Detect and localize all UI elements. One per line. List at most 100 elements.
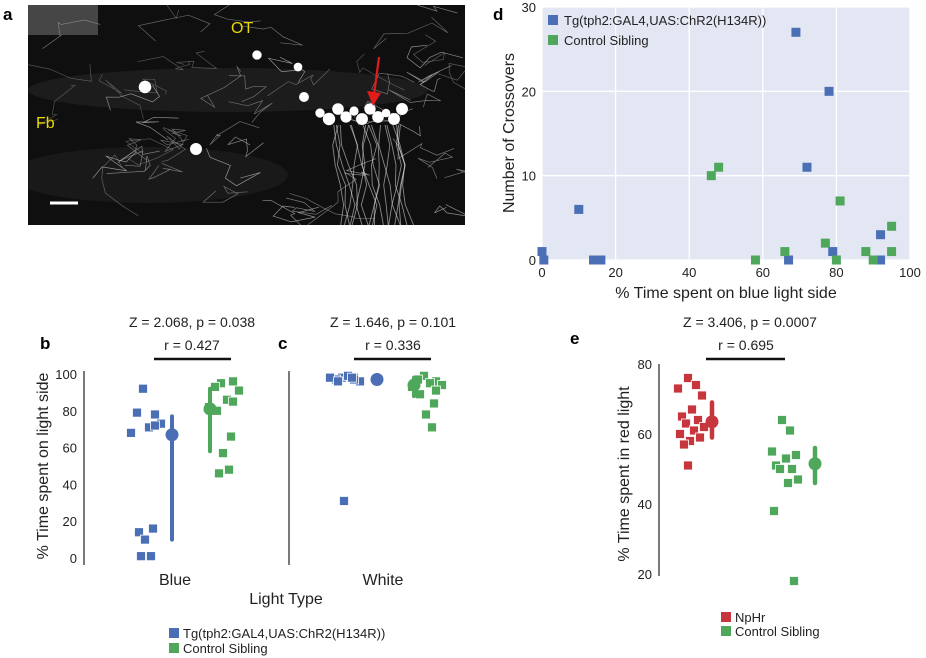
micrograph-fiber — [438, 62, 465, 90]
micrograph-fiber — [205, 148, 261, 187]
panel-d-x-tick-label: 60 — [756, 265, 770, 280]
micrograph-fiber — [168, 128, 186, 142]
panel-b-y-tick-label: 0 — [70, 551, 77, 566]
panel-b-control-point — [228, 396, 238, 407]
panel-c-category-label: White — [363, 572, 404, 589]
panel-d-point-blue — [876, 255, 886, 265]
panel-d-point-blue — [828, 247, 838, 257]
panel-d-x-tick-label: 100 — [899, 265, 921, 280]
micrograph-cell-body — [332, 103, 344, 115]
panel-e-nphr-point — [687, 404, 697, 415]
panel-b-tg-point — [136, 551, 146, 562]
panel-c-control-point — [425, 378, 435, 389]
panel-d-point-blue — [596, 255, 606, 265]
panel-e-nphr-point — [689, 425, 699, 436]
micrograph-projection — [343, 124, 359, 225]
micrograph-projection — [370, 124, 380, 225]
panel-e-y-tick-label: 40 — [638, 497, 652, 512]
micrograph-cell-body — [372, 111, 384, 123]
micrograph-fiber — [105, 85, 160, 111]
panel-d-legend: Tg(tph2:GAL4,UAS:ChR2(H134R)) Control Si… — [548, 13, 766, 48]
micrograph-fiber — [119, 145, 160, 167]
panel-e-nphr-point — [693, 415, 703, 425]
panel-bc-legend-label-tg: Tg(tph2:GAL4,UAS:ChR2(H134R)) — [183, 626, 385, 641]
micrograph-fiber — [227, 136, 264, 158]
panel-d-point-green — [714, 162, 724, 172]
micrograph-tract — [28, 147, 288, 203]
panel-d-point-blue — [589, 255, 599, 265]
micrograph-fiber — [417, 5, 458, 14]
panel-b-y-tick-label: 40 — [63, 477, 77, 492]
panel-e-legend-swatch-control — [721, 626, 731, 636]
micrograph-projection — [368, 124, 384, 225]
micrograph-fiber — [125, 138, 174, 166]
panel-b-control-point — [226, 431, 236, 442]
panel-b-control-point — [224, 464, 234, 475]
micrograph-projection — [388, 124, 402, 225]
panel-c-stats: Z = 1.646, p = 0.101 — [330, 314, 456, 330]
panel-bc-x-axis-label: Light Type — [249, 591, 323, 608]
panel-d-x-tick-label: 40 — [682, 265, 696, 280]
micrograph-fiber — [406, 44, 463, 69]
micrograph-fiber — [200, 65, 242, 108]
micrograph-fiber — [286, 197, 333, 215]
panel-b-tg-point — [150, 409, 160, 420]
micrograph-fiber — [160, 128, 189, 153]
panel-d-y-tick-label: 0 — [529, 253, 536, 268]
micrograph-fiber — [228, 75, 268, 103]
panel-e-y-tick-label: 80 — [638, 357, 652, 372]
micrograph-projection — [355, 124, 367, 225]
panel-e-chart: 20 40 60 80 Z = 3.406, p = 0.0007 r = 0.695… — [616, 314, 822, 639]
micrograph-cell-body — [315, 108, 325, 118]
panel-e-legend: NpHr Control Sibling — [721, 610, 820, 639]
panel-e-effect-size: r = 0.695 — [718, 337, 774, 353]
panel-b-effect-size: r = 0.427 — [164, 337, 220, 353]
micrograph-cell-body — [322, 112, 336, 126]
panel-c-tg-point — [333, 376, 343, 387]
panel-e-y-tick-label: 20 — [638, 567, 652, 582]
panel-e-control-point — [793, 474, 803, 485]
panel-d-point-green — [887, 247, 897, 257]
panel-b-y-tick-label: 60 — [63, 441, 77, 456]
panel-c-control-point — [429, 398, 439, 409]
panel-bc-legend: Tg(tph2:GAL4,UAS:ChR2(H134R)) Control Si… — [169, 626, 385, 656]
panel-e-control-point — [775, 464, 785, 474]
panel-d-x-tick-label: 80 — [829, 265, 843, 280]
panel-d-point-blue — [537, 247, 547, 257]
panel-d-y-tick-label: 30 — [522, 0, 536, 15]
micrograph-cell-body — [388, 113, 400, 125]
micrograph-cell-body — [356, 113, 368, 125]
micrograph-fiber — [434, 204, 465, 217]
panel-d-point-green — [820, 238, 830, 248]
panel-c-tg-point — [339, 496, 349, 506]
panel-c-tg-mean-marker — [370, 373, 384, 387]
panel-b-control-point — [218, 448, 228, 459]
panel-d-point-green — [835, 196, 845, 206]
panel-b-control-point — [234, 385, 244, 396]
panel-d-y-tick-label: 20 — [522, 84, 536, 99]
micrograph-speckle — [28, 5, 98, 35]
micrograph-arrow-head — [367, 91, 381, 106]
panel-b-control-point — [228, 376, 238, 387]
panel-d-point-green — [706, 171, 716, 181]
micrograph-fiber — [228, 100, 273, 123]
panel-c-control-point — [415, 389, 425, 400]
micrograph-cell-body — [190, 143, 202, 155]
panel-label-a: a — [3, 5, 13, 24]
micrograph-fiber — [307, 171, 357, 225]
panel-c-control-mean-marker — [407, 378, 421, 392]
panel-d-point-blue — [876, 230, 886, 240]
panel-b-control-mean-marker — [203, 402, 217, 416]
micrograph-fiber — [209, 121, 260, 146]
micrograph-fiber — [413, 34, 445, 66]
panel-b-y-tick-label: 100 — [55, 367, 77, 382]
micrograph-fiber — [267, 56, 306, 83]
panel-label-d: d — [493, 5, 503, 24]
micrograph-fiber — [371, 72, 415, 95]
panel-b-tg-point — [150, 420, 160, 431]
micrograph-cell-body — [293, 62, 303, 72]
micrograph-projection — [339, 124, 358, 225]
panel-e-nphr-point — [673, 383, 683, 394]
panel-e-nphr-mean-marker — [705, 415, 719, 429]
